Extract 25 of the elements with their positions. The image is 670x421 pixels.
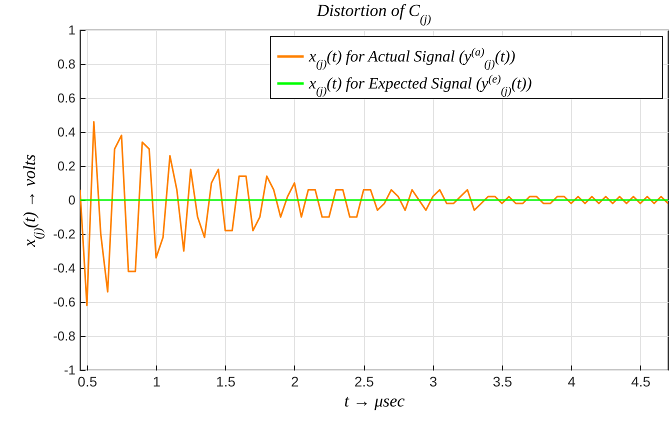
- y-tick-label: -1: [64, 362, 76, 378]
- y-tick-label: 0.8: [57, 56, 76, 72]
- x-tick-label: 4: [568, 374, 576, 390]
- x-tick-label: 1.5: [216, 374, 236, 390]
- y-tick-label: -0.4: [53, 260, 76, 276]
- y-tick-label: -0.8: [53, 328, 76, 344]
- y-tick-label: 0.4: [57, 124, 76, 140]
- x-tick-label: 1: [152, 374, 161, 390]
- y-tick-label: -0.6: [53, 294, 76, 310]
- line-series: [80, 121, 668, 306]
- x-axis-title: t → μsec: [344, 392, 406, 410]
- y-tick-label: -0.2: [53, 226, 76, 242]
- y-tick-label: 0.6: [57, 90, 76, 106]
- legend-label: x$_{(j)}$(t) for Expected Signal (y$^{(e)}$$_{(j)}$(t)): [308, 74, 532, 98]
- legend-label: x$_{(j)}$(t) for Actual Signal (y$^{(a)}$$_{(j)}$(t)): [308, 46, 516, 70]
- x-tick-label: 3: [429, 374, 438, 390]
- x-tick-label: 3.5: [492, 374, 512, 390]
- chart-title: Distortion of C$_{(j)}$: [316, 1, 432, 26]
- y-tick-label: 0: [68, 192, 76, 208]
- x-tick-label: 2: [291, 374, 300, 390]
- x-tick-label: 0.5: [78, 374, 98, 390]
- y-tick-label: 1: [68, 22, 76, 38]
- x-tick-label: 4.5: [631, 374, 651, 390]
- y-tick-label: 0.2: [57, 158, 76, 174]
- x-tick-label: 2.5: [354, 374, 374, 390]
